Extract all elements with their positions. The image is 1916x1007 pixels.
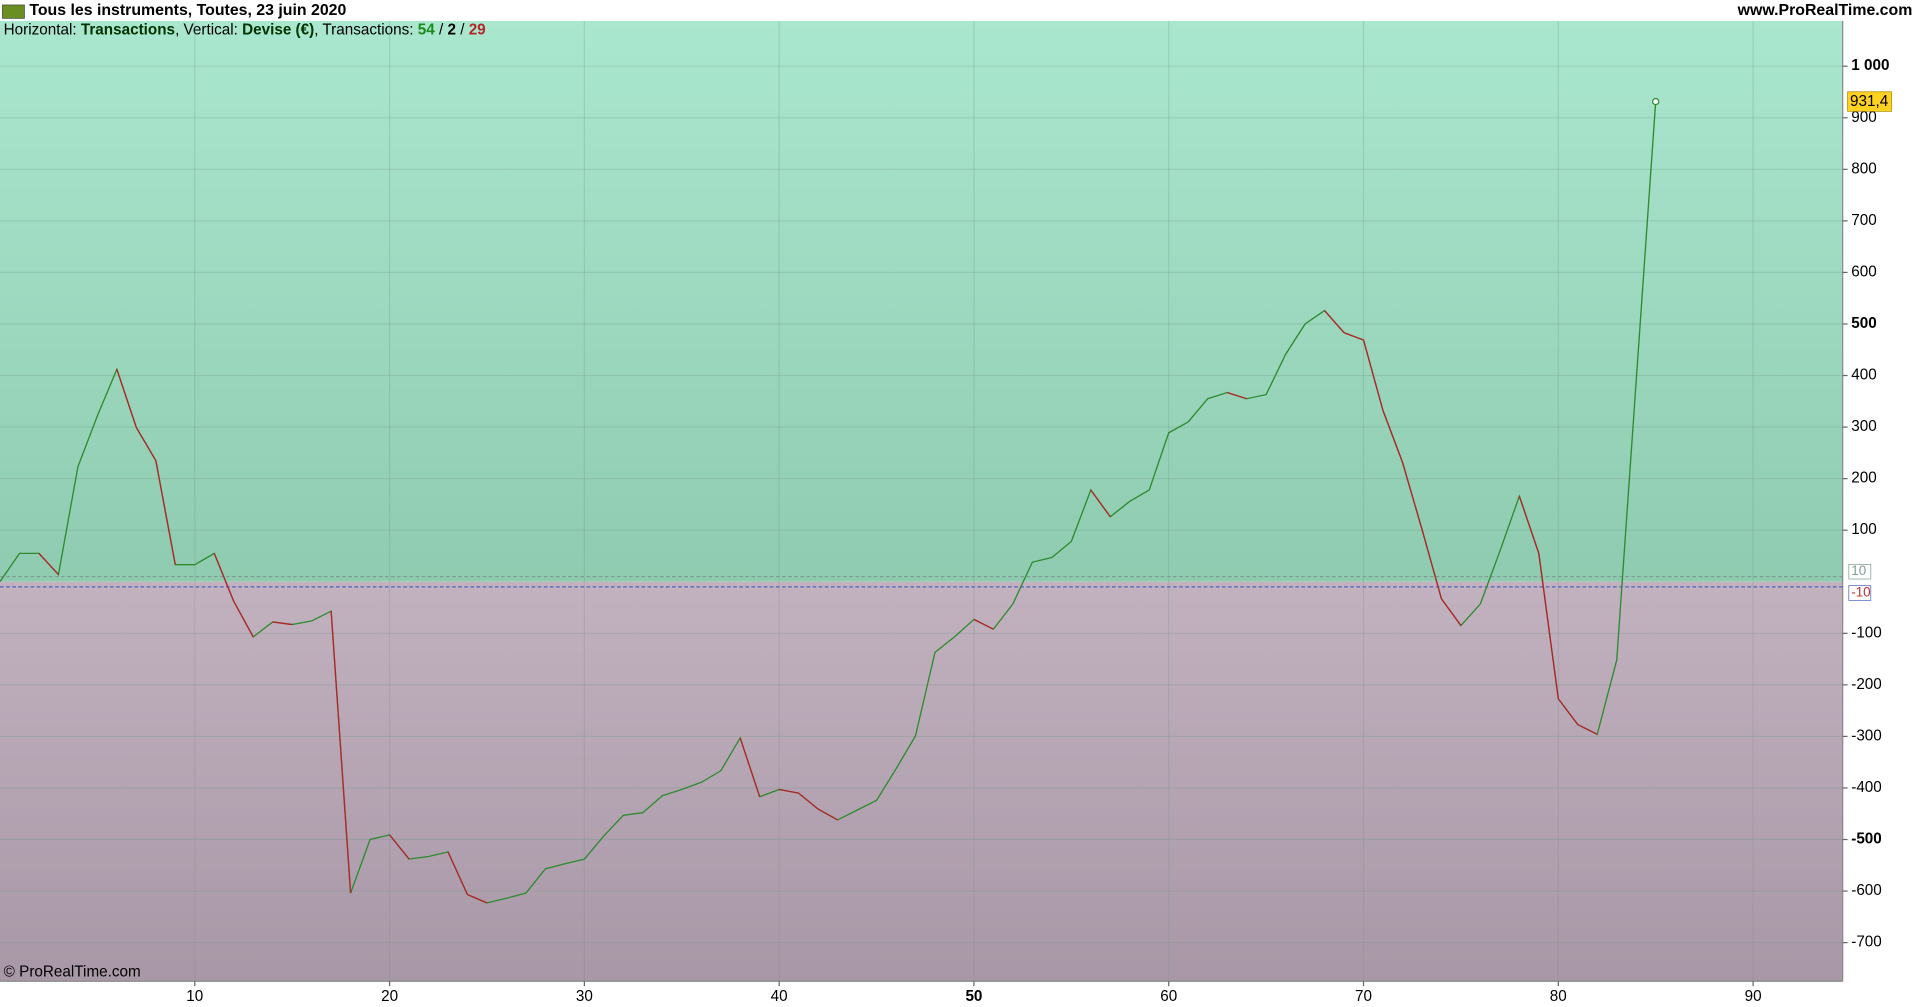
down-segment — [389, 834, 410, 860]
subtitle-part: Transactions — [81, 22, 175, 39]
subtitle-part: , Vertical: — [175, 22, 242, 39]
down-segment — [817, 808, 838, 821]
y-tick-label: -100 — [1851, 624, 1882, 641]
down-segment — [1440, 598, 1462, 626]
down-segment — [739, 737, 761, 797]
reference-label: -10 — [1851, 585, 1870, 600]
down-segment — [1362, 339, 1384, 411]
subtitle-part: / — [456, 22, 469, 39]
reference-label-box — [1848, 563, 1872, 580]
down-segment — [1343, 332, 1364, 341]
y-tick-label: -400 — [1851, 779, 1882, 796]
down-segment — [38, 552, 59, 575]
app-icon — [2, 4, 25, 19]
chart-title: Tous les instruments, Toutes, 23 juin 20… — [29, 2, 346, 19]
down-segment — [116, 369, 137, 428]
x-tick-label: 30 — [576, 988, 593, 1005]
last-value-box — [1847, 91, 1892, 112]
x-tick-label: 20 — [381, 988, 398, 1005]
x-axis-panel — [0, 981, 1916, 1007]
plot-background — [0, 20, 1843, 982]
subtitle-part: Horizontal: — [4, 22, 81, 39]
source: www.ProRealTime.com — [1737, 2, 1913, 19]
subtitle-part: , Transactions: — [314, 22, 418, 39]
y-tick-label: 900 — [1851, 109, 1876, 126]
down-segment — [1090, 489, 1111, 518]
down-segment — [135, 427, 157, 461]
y-tick-label: 400 — [1851, 367, 1876, 384]
down-segment — [233, 601, 254, 638]
reference-label-box — [1848, 585, 1872, 601]
down-segment — [1226, 391, 1247, 400]
down-segment — [1577, 723, 1598, 735]
subtitle: Horizontal: Transactions, Vertical: Devi… — [4, 22, 486, 39]
last-point — [1652, 97, 1660, 106]
down-segment — [1421, 528, 1443, 599]
y-tick-label: 600 — [1851, 263, 1876, 280]
down-segment — [1324, 310, 1345, 334]
y-tick-label: 700 — [1851, 212, 1876, 229]
x-tick-label: 60 — [1160, 988, 1177, 1005]
x-tick-label: 70 — [1355, 988, 1372, 1005]
y-tick-label: 200 — [1851, 470, 1876, 487]
x-tick-label: 10 — [186, 988, 203, 1005]
x-tick-label: 50 — [965, 988, 982, 1005]
winners: 54 — [418, 22, 435, 39]
positive-zone — [0, 20, 1843, 582]
down-segment — [1382, 410, 1404, 463]
down-segment — [213, 553, 235, 602]
y-tick-label: 100 — [1851, 521, 1876, 538]
x-tick-label: 90 — [1745, 988, 1762, 1005]
y-tick-label: 300 — [1851, 418, 1876, 435]
down-segment — [1401, 461, 1423, 530]
y-tick-label: -200 — [1851, 676, 1882, 693]
axis-panel — [1842, 20, 1916, 1007]
down-segment — [779, 788, 799, 794]
header-bar — [0, 0, 1916, 21]
y-tick-label: -300 — [1851, 727, 1882, 744]
down-segment — [798, 792, 819, 810]
y-tick-label: -600 — [1851, 882, 1882, 899]
down-segment — [272, 621, 293, 626]
x-tick-label: 80 — [1550, 988, 1567, 1005]
down-segment — [1557, 698, 1579, 725]
x-tick-label: 40 — [771, 988, 788, 1005]
down-segment — [447, 851, 469, 895]
down-segment — [973, 618, 994, 630]
y-tick-label: 1 000 — [1851, 57, 1889, 74]
subtitle-part: / — [435, 22, 448, 39]
negative-zone — [0, 581, 1843, 982]
neutral: 2 — [447, 22, 455, 39]
y-tick-label: 500 — [1851, 315, 1876, 332]
down-segment — [330, 611, 352, 894]
subtitle-part: Devise (€) — [242, 22, 314, 39]
y-tick-label: -500 — [1851, 831, 1882, 848]
losers: 29 — [469, 22, 486, 39]
reference-label: 10 — [1851, 563, 1866, 578]
last-value-label: 931,4 — [1850, 93, 1889, 110]
y-tick-label: 800 — [1851, 160, 1876, 177]
down-segment — [467, 894, 488, 904]
down-segment — [1538, 553, 1559, 699]
down-segment — [155, 460, 176, 565]
y-tick-label: -700 — [1851, 934, 1882, 951]
watermark: © ProRealTime.com — [4, 964, 141, 981]
down-segment — [1518, 495, 1540, 554]
